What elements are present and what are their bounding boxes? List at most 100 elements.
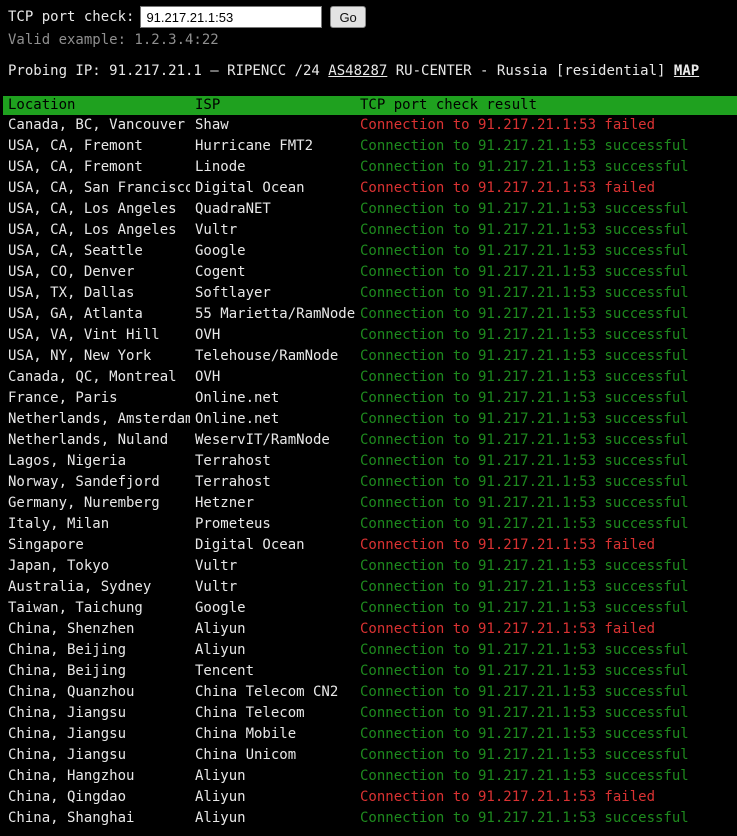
location-cell: Canada, QC, Montreal	[8, 369, 177, 385]
isp-cell: Digital Ocean	[195, 180, 305, 196]
location-cell: China, Beijing	[8, 663, 127, 679]
result-cell: Connection to 91.217.21.1:53 failed	[360, 789, 656, 805]
location-cell: China, Jiangsu	[8, 726, 127, 742]
result-column-header: TCP port check result	[355, 96, 737, 115]
isp-column-header: ISP	[190, 96, 355, 115]
result-cell: Connection to 91.217.21.1:53 successful	[360, 306, 689, 322]
location-cell: China, Hangzhou	[8, 768, 135, 784]
isp-cell: Cogent	[195, 264, 246, 280]
location-cell: USA, CA, Fremont	[8, 138, 143, 154]
location-cell: China, Quanzhou	[8, 684, 135, 700]
map-link[interactable]: MAP	[673, 63, 700, 79]
port-check-input[interactable]	[140, 6, 323, 28]
table-row: Canada, BC, Vancouver Shaw Connection to…	[3, 115, 737, 136]
table-header-row: Location ISP TCP port check result	[3, 96, 737, 115]
results-tbody: Canada, BC, Vancouver Shaw Connection to…	[3, 115, 737, 829]
probe-info-middle: RU-CENTER - Russia [residential]	[387, 63, 674, 79]
isp-cell: OVH	[195, 327, 221, 343]
location-cell: China, Shanghai	[8, 810, 135, 826]
table-row: USA, GA, Atlanta 55 Marietta/RamNode Con…	[3, 304, 737, 325]
location-cell: USA, GA, Atlanta	[8, 306, 143, 322]
result-cell: Connection to 91.217.21.1:53 successful	[360, 201, 689, 217]
isp-cell: Terrahost	[195, 474, 271, 490]
table-row: China, Beijing Aliyun Connection to 91.2…	[3, 640, 737, 661]
location-column-header: Location	[3, 96, 190, 115]
isp-cell: Vultr	[195, 579, 238, 595]
result-cell: Connection to 91.217.21.1:53 successful	[360, 411, 689, 427]
location-cell: China, Shenzhen	[8, 621, 135, 637]
table-row: USA, CA, Fremont Linode Connection to 91…	[3, 157, 737, 178]
table-row: USA, CO, Denver Cogent Connection to 91.…	[3, 262, 737, 283]
location-cell: Japan, Tokyo	[8, 558, 110, 574]
result-cell: Connection to 91.217.21.1:53 successful	[360, 222, 689, 238]
result-cell: Connection to 91.217.21.1:53 successful	[360, 663, 689, 679]
table-row: China, Jiangsu China Mobile Connection t…	[3, 724, 737, 745]
table-row: Australia, Sydney Vultr Connection to 91…	[3, 577, 737, 598]
location-cell: China, Beijing	[8, 642, 127, 658]
isp-cell: 55 Marietta/RamNode	[195, 306, 355, 322]
isp-cell: Aliyun	[195, 768, 246, 784]
location-cell: Singapore	[8, 537, 84, 553]
table-row: Japan, Tokyo Vultr Connection to 91.217.…	[3, 556, 737, 577]
result-cell: Connection to 91.217.21.1:53 successful	[360, 726, 689, 742]
result-cell: Connection to 91.217.21.1:53 failed	[360, 537, 656, 553]
result-cell: Connection to 91.217.21.1:53 successful	[360, 390, 689, 406]
result-cell: Connection to 91.217.21.1:53 successful	[360, 348, 689, 364]
table-row: China, Beijing Tencent Connection to 91.…	[3, 661, 737, 682]
location-cell: Netherlands, Nuland	[8, 432, 169, 448]
port-check-label: TCP port check:	[8, 9, 135, 25]
table-row: China, Shenzhen Aliyun Connection to 91.…	[3, 619, 737, 640]
isp-cell: Online.net	[195, 411, 280, 427]
result-cell: Connection to 91.217.21.1:53 successful	[360, 705, 689, 721]
table-row: USA, VA, Vint Hill OVH Connection to 91.…	[3, 325, 737, 346]
isp-cell: Aliyun	[195, 642, 246, 658]
valid-example-hint: Valid example: 1.2.3.4:22	[8, 32, 219, 48]
isp-cell: Hurricane FMT2	[195, 138, 314, 154]
table-row: USA, NY, New York Telehouse/RamNode Conn…	[3, 346, 737, 367]
isp-cell: Aliyun	[195, 789, 246, 805]
table-row: Canada, QC, Montreal OVH Connection to 9…	[3, 367, 737, 388]
probe-info-line: Probing IP: 91.217.21.1 – RIPENCC /24 AS…	[8, 63, 737, 80]
table-row: USA, CA, Los Angeles Vultr Connection to…	[3, 220, 737, 241]
table-row: USA, CA, San Francisco Digital Ocean Con…	[3, 178, 737, 199]
go-button[interactable]: Go	[330, 6, 366, 28]
result-cell: Connection to 91.217.21.1:53 successful	[360, 600, 689, 616]
isp-cell: Aliyun	[195, 810, 246, 826]
as-number-link[interactable]: AS48287	[328, 63, 388, 79]
result-cell: Connection to 91.217.21.1:53 successful	[360, 474, 689, 490]
location-cell: Italy, Milan	[8, 516, 110, 532]
table-row: Netherlands, Amsterdam Online.net Connec…	[3, 409, 737, 430]
result-cell: Connection to 91.217.21.1:53 successful	[360, 747, 689, 763]
table-row: Norway, Sandefjord Terrahost Connection …	[3, 472, 737, 493]
location-cell: Taiwan, Taichung	[8, 600, 143, 616]
location-cell: Lagos, Nigeria	[8, 453, 127, 469]
result-cell: Connection to 91.217.21.1:53 successful	[360, 327, 689, 343]
table-row: Lagos, Nigeria Terrahost Connection to 9…	[3, 451, 737, 472]
result-cell: Connection to 91.217.21.1:53 successful	[360, 579, 689, 595]
location-cell: Norway, Sandefjord	[8, 474, 160, 490]
table-row: China, Qingdao Aliyun Connection to 91.2…	[3, 787, 737, 808]
result-cell: Connection to 91.217.21.1:53 successful	[360, 516, 689, 532]
port-check-form: TCP port check: Go	[8, 5, 737, 29]
location-cell: China, Qingdao	[8, 789, 127, 805]
location-cell: USA, CA, Seattle	[8, 243, 143, 259]
result-cell: Connection to 91.217.21.1:53 successful	[360, 264, 689, 280]
port-check-results-table: Location ISP TCP port check result Canad…	[3, 96, 737, 829]
location-cell: USA, CA, Fremont	[8, 159, 143, 175]
table-row: China, Hangzhou Aliyun Connection to 91.…	[3, 766, 737, 787]
result-cell: Connection to 91.217.21.1:53 failed	[360, 180, 656, 196]
location-cell: USA, CA, San Francisco	[8, 180, 190, 196]
table-row: China, Jiangsu China Unicom Connection t…	[3, 745, 737, 766]
result-cell: Connection to 91.217.21.1:53 successful	[360, 495, 689, 511]
table-row: France, Paris Online.net Connection to 9…	[3, 388, 737, 409]
table-row: Singapore Digital Ocean Connection to 91…	[3, 535, 737, 556]
table-row: Taiwan, Taichung Google Connection to 91…	[3, 598, 737, 619]
result-cell: Connection to 91.217.21.1:53 successful	[360, 243, 689, 259]
result-cell: Connection to 91.217.21.1:53 failed	[360, 621, 656, 637]
location-cell: China, Jiangsu	[8, 705, 127, 721]
location-cell: Canada, BC, Vancouver	[8, 117, 186, 133]
table-row: Italy, Milan Prometeus Connection to 91.…	[3, 514, 737, 535]
result-cell: Connection to 91.217.21.1:53 successful	[360, 285, 689, 301]
table-row: USA, TX, Dallas Softlayer Connection to …	[3, 283, 737, 304]
isp-cell: Shaw	[195, 117, 229, 133]
